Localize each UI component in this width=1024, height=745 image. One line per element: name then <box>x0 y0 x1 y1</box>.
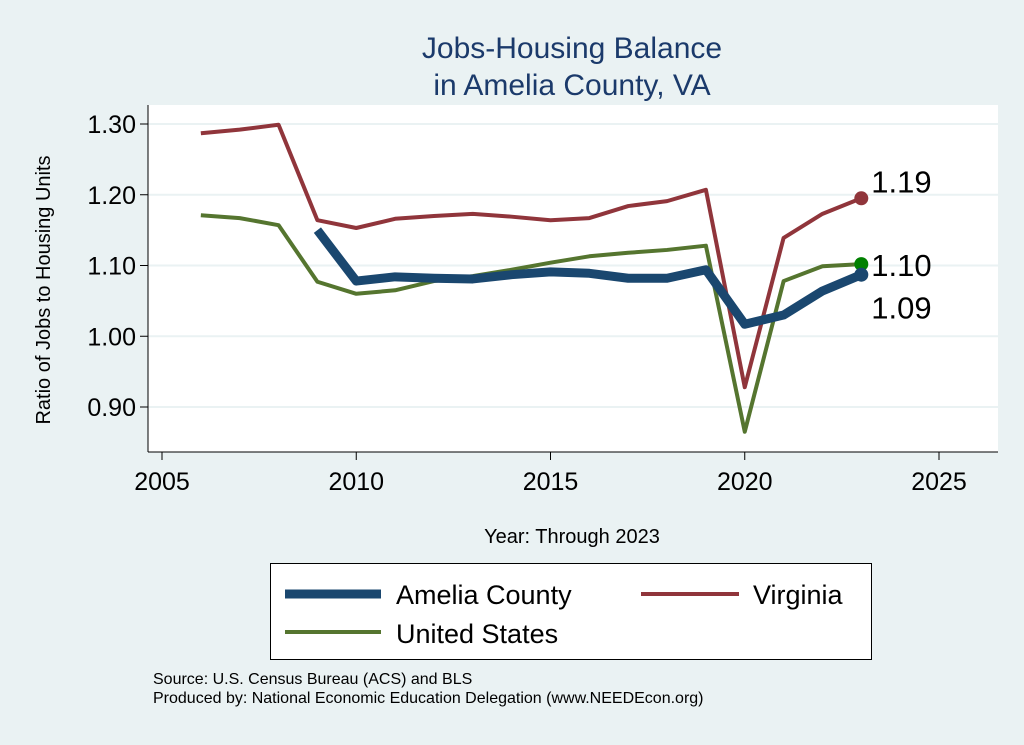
end-value-label: 1.19 <box>871 164 931 199</box>
x-axis-label: Year: Through 2023 <box>484 526 660 548</box>
chart: Jobs-Housing Balance in Amelia County, V… <box>33 32 998 548</box>
y-axis-label: Ratio of Jobs to Housing Units <box>33 155 55 424</box>
end-value-label: 1.10 <box>871 248 931 283</box>
x-tick-label: 2020 <box>717 468 773 496</box>
x-tick-label: 2015 <box>523 468 579 496</box>
x-tick-label: 2005 <box>134 468 190 496</box>
y-tick-label: 1.30 <box>87 111 136 139</box>
legend-label-amelia: Amelia County <box>396 580 572 610</box>
y-tick-label: 0.90 <box>87 394 136 422</box>
legend: Amelia County Virginia United States <box>270 563 872 660</box>
y-tick-label: 1.00 <box>87 323 136 351</box>
series-line-amelia-county <box>313 227 864 329</box>
end-point-marker <box>854 191 869 206</box>
end-point-marker <box>854 267 869 282</box>
x-tick-label: 2025 <box>911 468 967 496</box>
series-line-united-states <box>200 213 862 434</box>
end-value-label: 1.09 <box>871 291 931 326</box>
series-line-virginia <box>200 122 863 390</box>
chart-title-line2: in Amelia County, VA <box>433 69 710 102</box>
legend-label-us: United States <box>396 619 558 649</box>
x-tick-label: 2010 <box>328 468 384 496</box>
end-point-marker <box>854 257 869 272</box>
legend-label-virginia: Virginia <box>753 580 844 610</box>
y-tick-label: 1.20 <box>87 182 136 210</box>
source-note: Source: U.S. Census Bureau (ACS) and BLS <box>153 671 473 688</box>
y-tick-label: 1.10 <box>87 253 136 281</box>
produced-by-note: Produced by: National Economic Education… <box>153 690 704 707</box>
chart-title-line1: Jobs-Housing Balance <box>422 32 722 65</box>
